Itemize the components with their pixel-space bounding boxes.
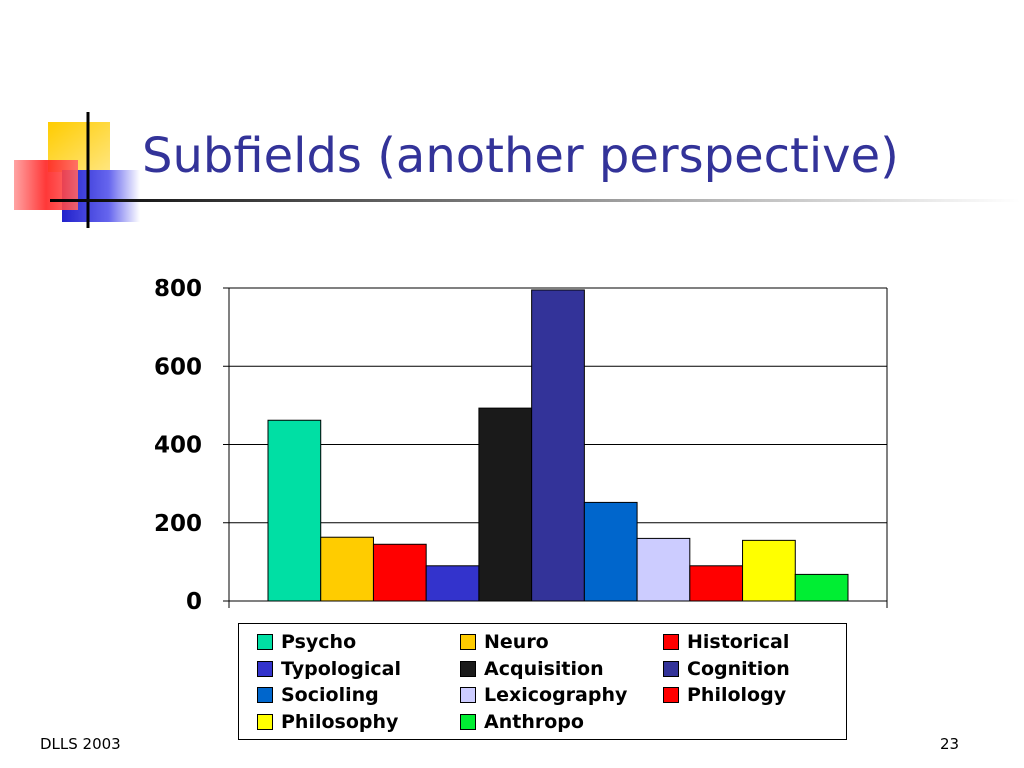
legend-label: Cognition <box>687 658 790 680</box>
legend-swatch <box>460 634 476 650</box>
legend-item-historical: Historical <box>663 630 789 654</box>
footer-text: DLLS 2003 <box>40 735 121 753</box>
bar-neuro <box>320 536 374 602</box>
y-tick-label: 400 <box>154 433 202 459</box>
legend-label: Anthropo <box>484 711 584 733</box>
bar-typological <box>425 565 480 602</box>
legend-swatch <box>663 634 679 650</box>
bar-anthropo <box>794 573 849 602</box>
legend-label: Typological <box>281 658 402 680</box>
bar-socioling <box>583 501 638 602</box>
legend-label: Historical <box>687 631 790 653</box>
bar-historical <box>372 543 427 602</box>
bar-philology <box>689 565 744 602</box>
legend-item-anthropo: Anthropo <box>460 710 584 734</box>
legend-label: Philosophy <box>281 711 399 733</box>
y-tick-label: 0 <box>186 589 202 615</box>
legend-item-socioling: Socioling <box>257 683 379 707</box>
legend-swatch <box>460 714 476 730</box>
legend-label: Socioling <box>281 684 379 706</box>
legend-swatch <box>663 687 679 703</box>
title-underline <box>50 199 1020 202</box>
legend-label: Lexicography <box>484 684 628 706</box>
legend-item-lexicography: Lexicography <box>460 683 627 707</box>
legend-swatch <box>460 687 476 703</box>
slide-logo-decoration <box>14 112 140 228</box>
legend-swatch <box>257 714 273 730</box>
bar-cognition <box>531 289 585 602</box>
legend-swatch <box>663 661 679 677</box>
legend-item-psycho: Psycho <box>257 630 356 654</box>
page-number: 23 <box>940 735 960 753</box>
legend-item-typological: Typological <box>257 657 401 681</box>
bar-lexicography <box>636 537 691 602</box>
legend-swatch <box>257 687 273 703</box>
bar-psycho <box>267 419 322 602</box>
legend-label: Philology <box>687 684 787 706</box>
legend-swatch <box>257 634 273 650</box>
y-tick-label: 800 <box>154 276 202 302</box>
bar-acquisition <box>478 407 533 602</box>
legend-label: Psycho <box>281 631 357 653</box>
legend-item-philosophy: Philosophy <box>257 710 398 734</box>
y-tick-label: 600 <box>154 354 202 380</box>
y-tick-label: 200 <box>154 511 202 537</box>
bar-philosophy <box>742 539 796 602</box>
legend-label: Neuro <box>484 631 549 653</box>
legend-label: Acquisition <box>484 658 604 680</box>
slide-title: Subfields (another perspective) <box>142 128 899 184</box>
legend-swatch <box>460 661 476 677</box>
legend-item-cognition: Cognition <box>663 657 790 681</box>
chart-legend: Psycho Neuro Historical Typological Acquisit… <box>238 623 847 740</box>
legend-item-acquisition: Acquisition <box>460 657 604 681</box>
legend-swatch <box>257 661 273 677</box>
legend-item-neuro: Neuro <box>460 630 549 654</box>
legend-item-philology: Philology <box>663 683 786 707</box>
